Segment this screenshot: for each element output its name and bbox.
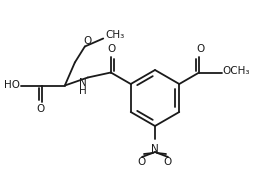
Text: O: O [196,45,204,54]
Text: H: H [79,87,87,96]
Text: O: O [164,157,172,167]
Text: O: O [108,45,116,54]
Text: N: N [151,144,159,154]
Text: N: N [79,77,87,87]
Text: OCH₃: OCH₃ [223,66,250,77]
Text: O: O [84,37,92,47]
Text: O: O [138,157,146,167]
Text: CH₃: CH₃ [106,31,125,41]
Text: HO: HO [4,81,20,90]
Text: O: O [37,104,45,113]
